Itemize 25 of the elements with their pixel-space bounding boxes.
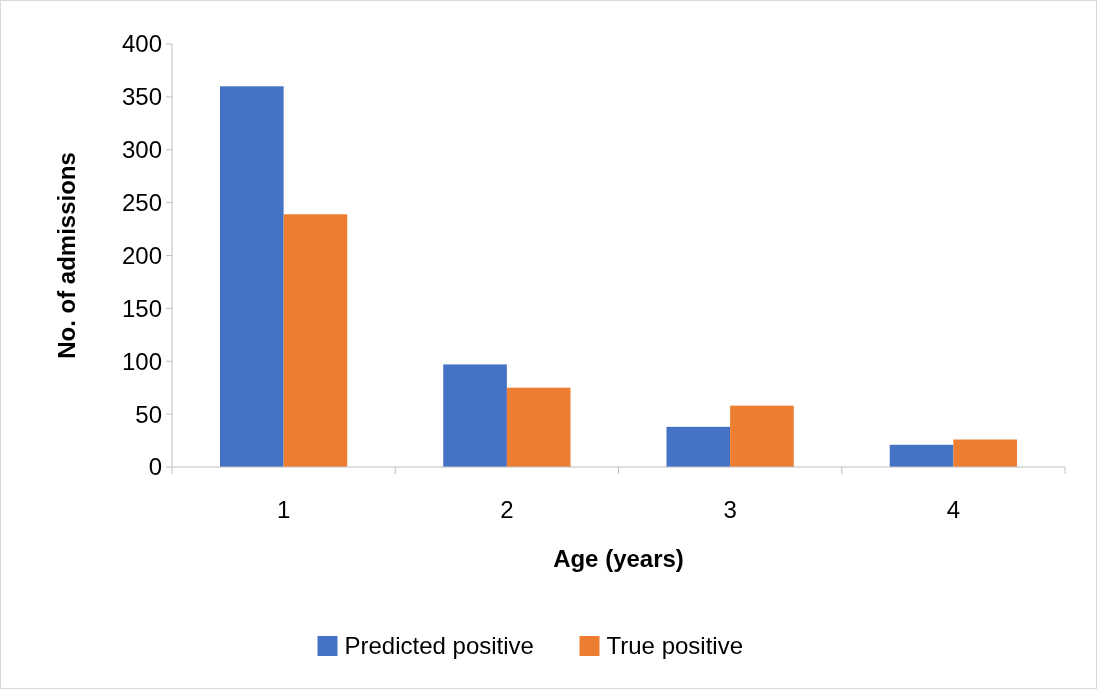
bar [506, 387, 571, 467]
legend-label: True positive [606, 632, 743, 660]
bar [889, 444, 954, 467]
y-tick-label: 50 [135, 400, 162, 428]
x-tick-label: 4 [946, 496, 961, 523]
y-tick-label: 200 [121, 241, 162, 269]
x-tick-label: 3 [723, 496, 737, 523]
bar [666, 426, 731, 467]
y-tick-label: 300 [121, 136, 162, 164]
y-axis-title: No. of admissions [53, 152, 80, 359]
bar [730, 405, 794, 467]
x-axis-title: Age (years) [553, 545, 684, 572]
y-tick-label: 250 [121, 189, 162, 217]
y-tick-label: 100 [121, 347, 162, 375]
bar [283, 214, 348, 467]
x-tick-label: 1 [276, 496, 291, 523]
y-tick-label: 350 [121, 83, 162, 111]
bar [953, 439, 1017, 467]
bar [443, 364, 507, 467]
legend-label: Predicted positive [344, 632, 534, 660]
y-tick-label: 0 [148, 453, 162, 481]
x-tick-label: 2 [500, 496, 514, 523]
bar [220, 86, 284, 467]
y-tick-label: 150 [121, 294, 162, 322]
y-tick-label: 400 [121, 30, 162, 58]
